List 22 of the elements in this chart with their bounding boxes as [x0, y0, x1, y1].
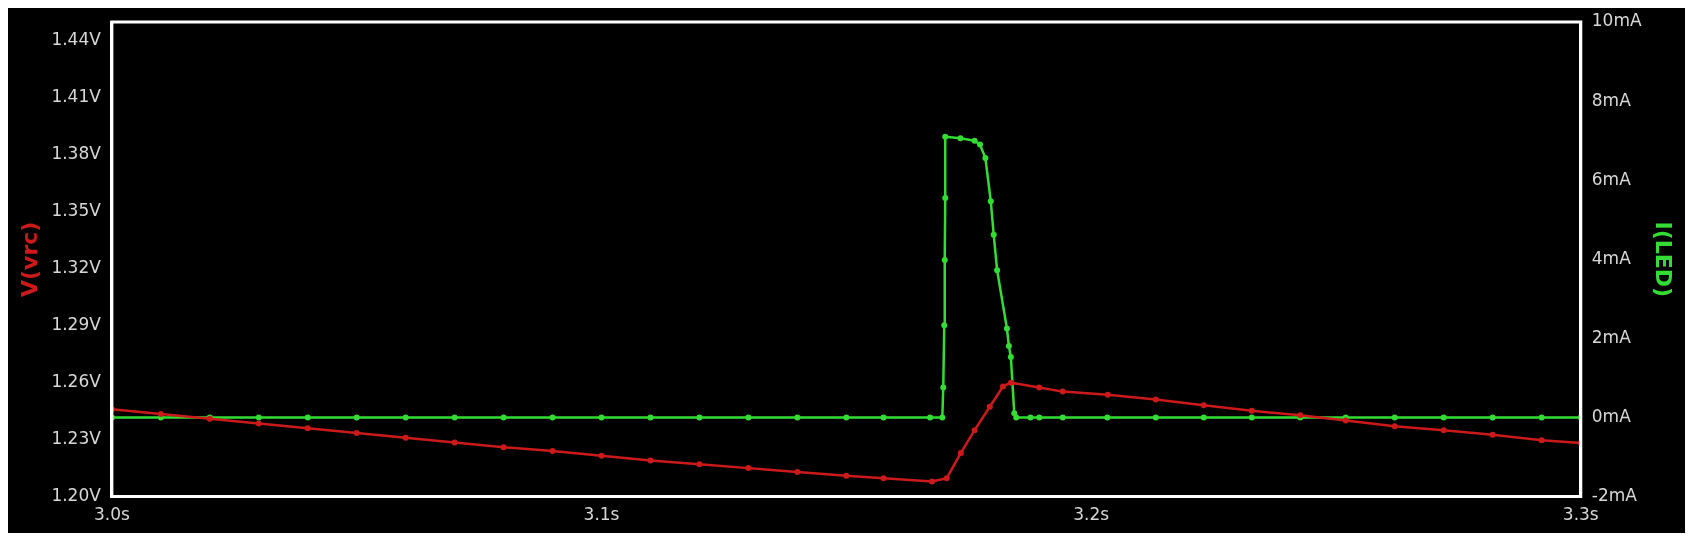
y2-tick-label: 2mA: [1591, 326, 1632, 347]
y-tick-label: 1.32V: [51, 257, 102, 278]
x-tick-label: 3.1s: [583, 504, 620, 525]
y2-tick-label: 10mA: [1591, 10, 1642, 31]
y-tick-label: 1.29V: [51, 314, 102, 335]
y-tick-label: 1.38V: [51, 143, 102, 164]
y-tick-label: 1.44V: [51, 29, 102, 50]
y-tick-label: 1.23V: [51, 428, 102, 449]
y2-tick-label: 8mA: [1591, 89, 1632, 110]
y2-tick-label: 6mA: [1591, 168, 1632, 189]
y-tick-label: 1.41V: [51, 86, 102, 107]
y2-tick-label: -2mA: [1591, 485, 1638, 506]
x-tick-label: 3.2s: [1073, 504, 1110, 525]
x-tick-label: 3.3s: [1562, 504, 1599, 525]
x-tick-label: 3.0s: [93, 504, 130, 525]
y-tick-label: 1.26V: [51, 371, 102, 392]
y2-tick-label: 4mA: [1591, 247, 1632, 268]
y2-axis-title: I(LED): [1651, 221, 1677, 298]
y2-tick-label: 0mA: [1591, 405, 1632, 426]
y-tick-label: 1.20V: [51, 485, 102, 506]
y-tick-label: 1.35V: [51, 200, 102, 221]
y-axis-title: V(vrc): [16, 221, 42, 297]
